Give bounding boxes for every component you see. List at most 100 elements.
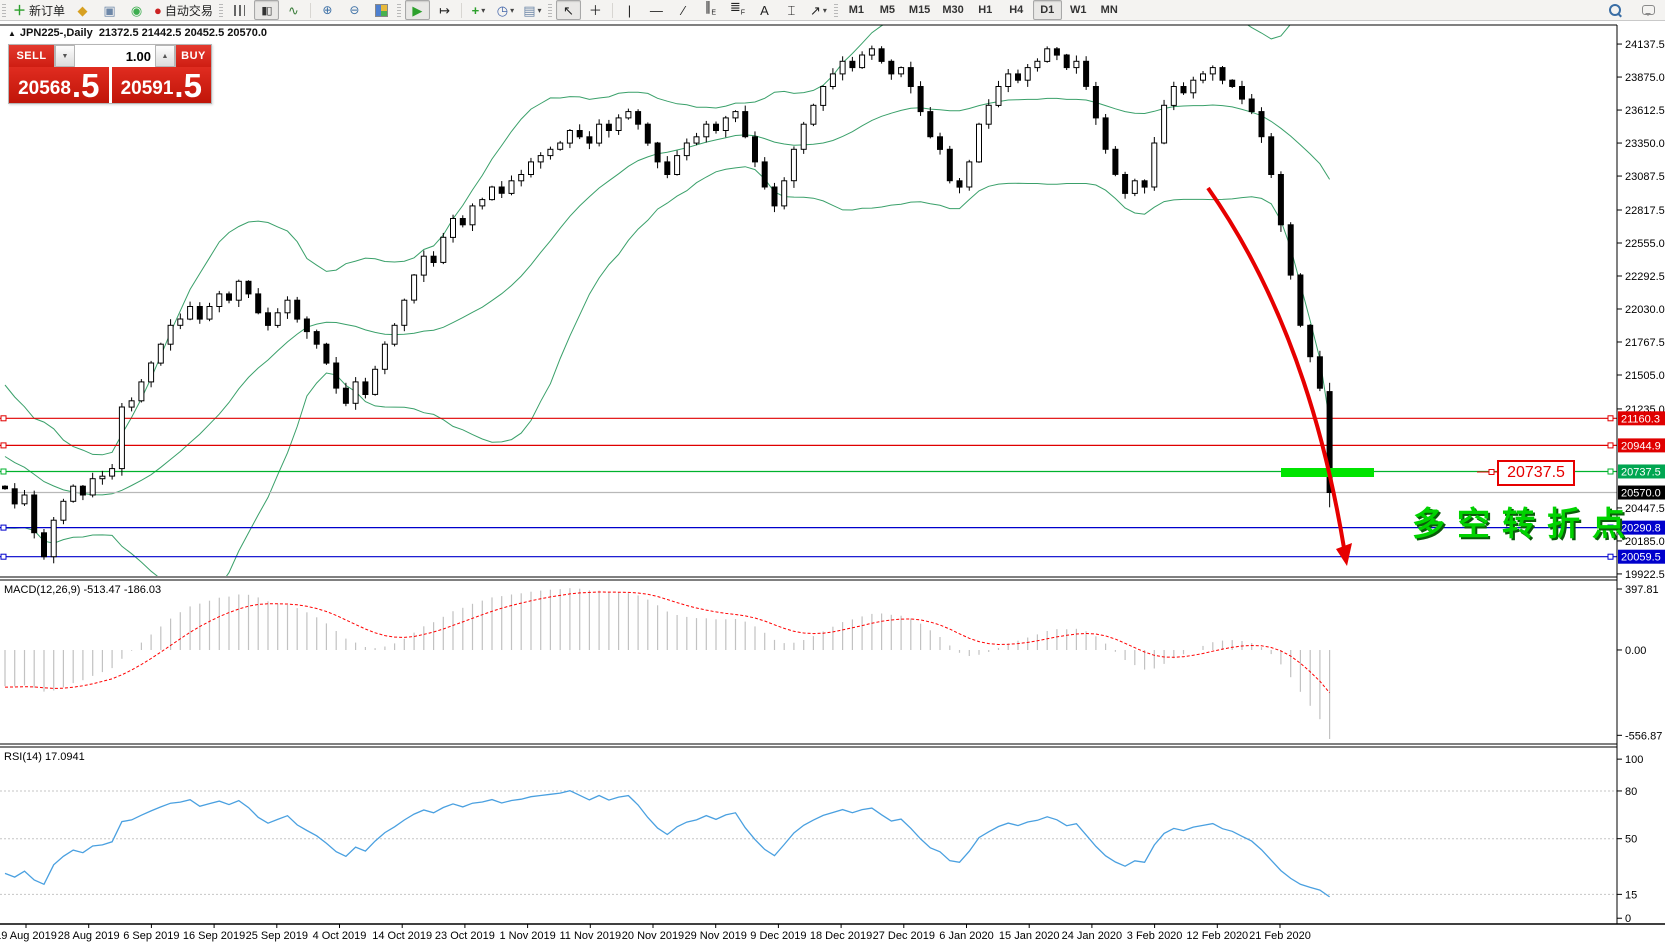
zoom-out-button[interactable]: ⊖ [342, 0, 367, 20]
price-line-label: 20737.5 [1621, 466, 1661, 478]
line-handle[interactable] [1607, 415, 1614, 422]
line-handle[interactable] [0, 524, 7, 531]
crosshair-icon: ＋ [588, 2, 602, 18]
callout-handle[interactable] [1488, 469, 1495, 475]
gold-diamond-icon: ◆ [77, 2, 88, 18]
line-handle[interactable] [1607, 524, 1614, 531]
price-line-label: 21160.3 [1621, 413, 1660, 425]
timeframe-button-H4[interactable]: H4 [1009, 4, 1024, 16]
timeframe-button-M30[interactable]: M30 [942, 4, 964, 16]
cursor-button[interactable]: ↖ [555, 0, 581, 20]
fibonacci-button[interactable]: ≣F [725, 0, 750, 20]
horizontal-line-button[interactable]: — [644, 0, 669, 20]
timeframe-button-M15[interactable]: M15 [908, 4, 931, 16]
new-order-button[interactable]: ＋ 新订单 [10, 0, 68, 20]
toolbar-grip [396, 3, 401, 17]
timeframe-group: M1 M5 M15 M30 H1 H4 D1 W1 MN [841, 0, 1125, 20]
indicators-button[interactable]: + ▾ [466, 0, 491, 20]
price-tick-label: 23350.0 [1625, 138, 1665, 150]
price-line-label-bg [1618, 411, 1665, 426]
text-button[interactable]: A [752, 0, 777, 20]
sell-price-tile[interactable]: 20568 .5 [9, 67, 109, 103]
date-label: 15 Jan 2020 [999, 930, 1060, 942]
chart-canvas[interactable]: 24137.5 23875.0 23612.5 23350.0 23087.5 22817… [0, 20, 1665, 946]
timeframe-button-W1[interactable]: W1 [1069, 4, 1087, 16]
price-line-label: 20570.0 [1621, 488, 1661, 500]
channel-button[interactable]: ∥E [698, 0, 723, 20]
candlestick-chart-button[interactable]: ▮▯ [253, 0, 279, 20]
trend-arrow[interactable] [1206, 186, 1352, 566]
turning-point-annotation[interactable]: 多空转折点 [1412, 505, 1637, 542]
date-label: 1 Nov 2019 [499, 930, 555, 942]
volume-increase-button[interactable]: ▲ [155, 45, 175, 67]
clock-icon: ◷ [496, 2, 509, 18]
date-label: 4 Oct 2019 [313, 930, 367, 942]
timeframe-button-H1[interactable]: H1 [978, 4, 993, 16]
line-chart-icon: ∿ [287, 2, 299, 18]
line-handle[interactable] [0, 415, 7, 422]
trendline-button[interactable]: ∕ [671, 0, 696, 20]
auto-scroll-icon: ▶ [412, 2, 423, 18]
auto-trading-button[interactable]: ● 自动交易 [151, 0, 216, 20]
price-line-label: 20290.8 [1621, 523, 1661, 535]
text-label-button[interactable]: ⌶ [779, 0, 804, 20]
buy-price-frac: .5 [174, 67, 202, 104]
arrows-button[interactable]: ↗ ▾ [806, 0, 831, 20]
macd-pane-label: MACD(12,26,9) -513.47 -186.03 [4, 584, 161, 596]
auto-scroll-button[interactable]: ▶ [404, 0, 430, 20]
chat-button[interactable] [1629, 0, 1658, 20]
sell-button[interactable]: SELL [9, 45, 54, 67]
chart-shift-button[interactable]: ↦ [432, 0, 457, 20]
line-handle[interactable] [1607, 553, 1614, 560]
date-label: 29 Nov 2019 [685, 930, 747, 942]
price-tick-label: 23612.5 [1625, 105, 1665, 117]
price-line-label-bg [1618, 438, 1665, 453]
buy-price-tile[interactable]: 20591 .5 [111, 67, 211, 104]
trendline-icon: ∕ [682, 2, 685, 18]
sell-price-frac: .5 [71, 67, 100, 104]
line-handle[interactable] [0, 468, 7, 475]
buy-price-main: 20591 [120, 78, 174, 99]
macd-tick-label: 0.00 [1625, 645, 1646, 657]
strategy-tester-button[interactable]: ◉ [124, 0, 149, 20]
bar-chart-button[interactable] [227, 0, 252, 20]
chevron-down-icon: ▾ [510, 5, 515, 15]
timeframe-button-D1[interactable]: D1 [1032, 0, 1062, 20]
price-tick-label: 21505.0 [1625, 370, 1665, 382]
volume-input[interactable] [75, 45, 155, 67]
zoom-in-icon: ⊕ [322, 2, 333, 17]
line-handle[interactable] [1607, 468, 1614, 475]
zoom-in-button[interactable]: ⊕ [315, 0, 340, 20]
price-line-label-bg [1618, 549, 1665, 564]
crosshair-button[interactable]: ＋ [583, 0, 608, 20]
price-callout-box[interactable]: 20737.5 [1497, 460, 1575, 486]
new-order-label: 新订单 [29, 3, 66, 18]
price-tick-label: 20185.0 [1625, 536, 1665, 548]
vertical-line-button[interactable]: | [617, 0, 642, 20]
ohlc-values: 21372.5 21442.5 20452.5 20570.0 [98, 27, 268, 39]
templates-button[interactable]: ▤ ▾ [520, 0, 545, 20]
price-line-label-bg [1618, 464, 1665, 479]
buy-button[interactable]: BUY [176, 45, 211, 67]
market-watch-button[interactable]: ◆ [70, 0, 95, 20]
toolbar-separator [611, 2, 613, 18]
price-tick-label: 22030.0 [1625, 304, 1665, 316]
volume-decrease-button[interactable]: ▼ [55, 45, 75, 67]
line-handle[interactable] [0, 442, 7, 449]
toolbar-grip [2, 3, 6, 17]
periods-button[interactable]: ◷ ▾ [493, 0, 518, 20]
line-chart-button[interactable]: ∿ [281, 0, 306, 20]
search-button[interactable] [1602, 0, 1627, 20]
line-handle[interactable] [0, 553, 7, 560]
timeframe-button-MN[interactable]: MN [1100, 4, 1118, 16]
date-label: 27 Dec 2019 [873, 930, 935, 942]
timeframe-button-M5[interactable]: M5 [879, 4, 896, 16]
line-handle[interactable] [1607, 442, 1614, 449]
terminal-button[interactable]: ▣ [97, 0, 122, 20]
panel-collapse-arrow[interactable]: ▲ [8, 29, 16, 38]
rsi-pane [0, 790, 1617, 898]
chart-shift-icon: ↦ [438, 2, 450, 18]
tile-windows-button[interactable] [369, 0, 394, 20]
timeframe-button-M1[interactable]: M1 [848, 4, 865, 16]
